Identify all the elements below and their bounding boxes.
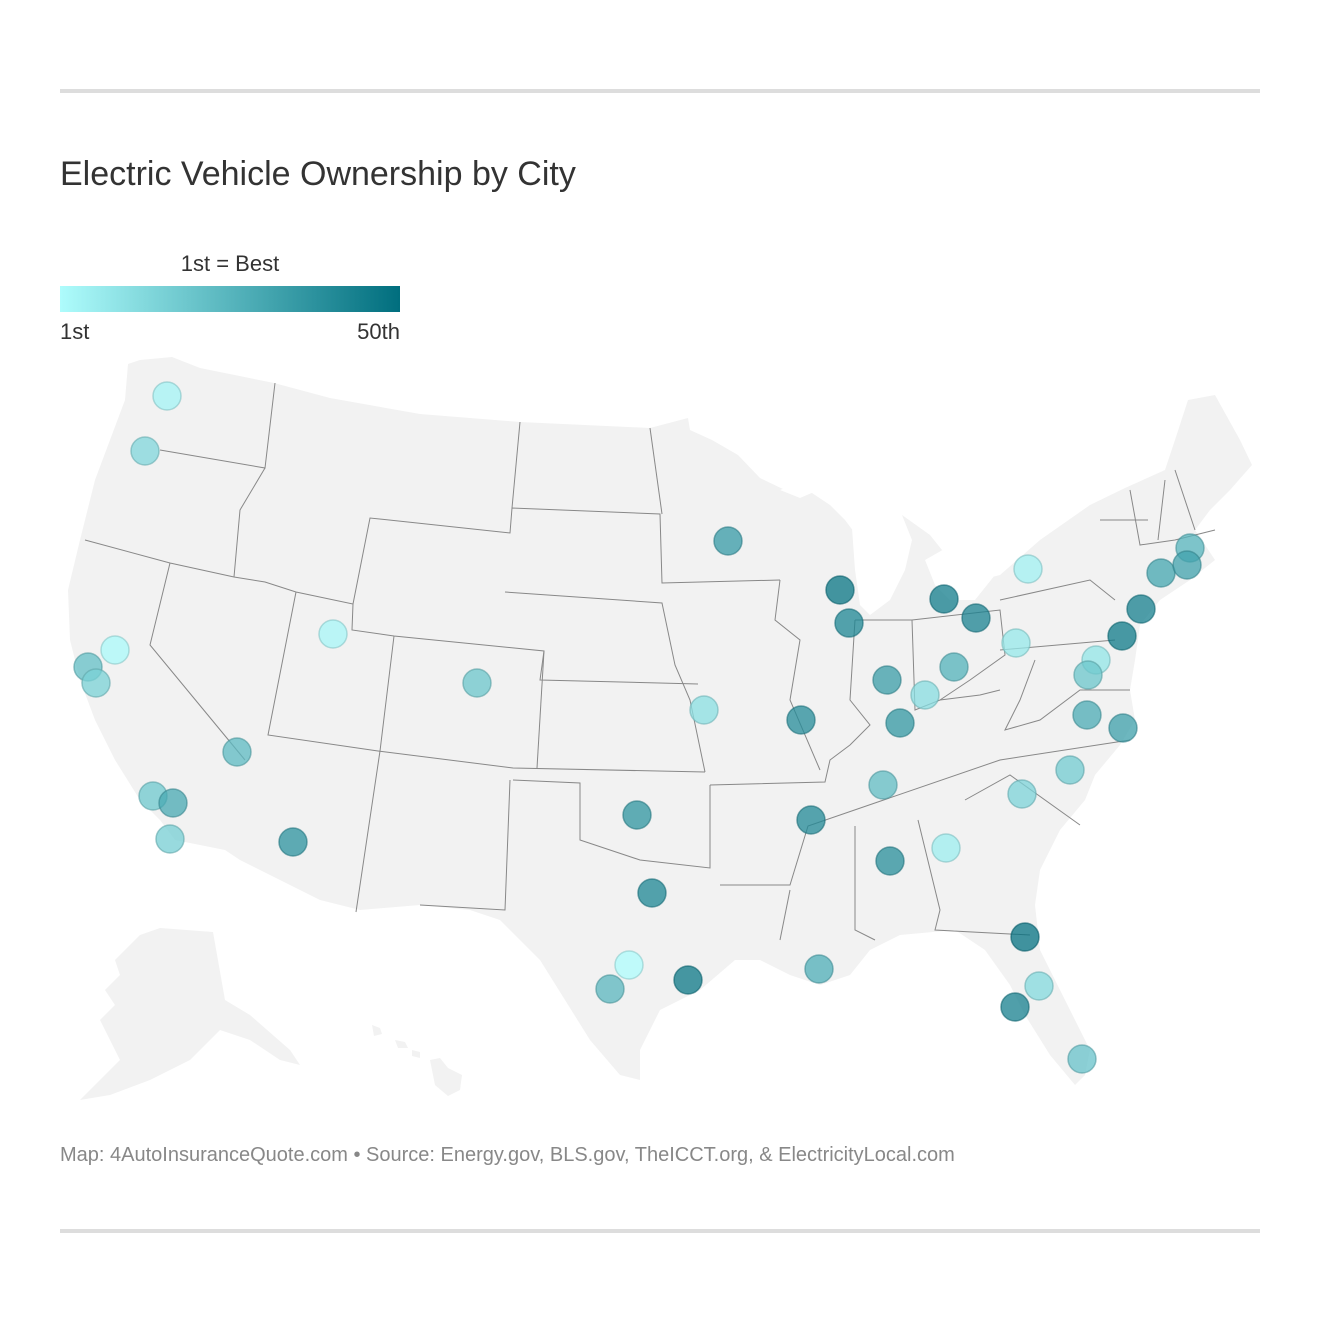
city-marker[interactable] — [689, 695, 719, 725]
city-marker[interactable] — [804, 954, 834, 984]
city-marker[interactable] — [1067, 1044, 1097, 1074]
city-marker[interactable] — [614, 950, 644, 980]
city-marker[interactable] — [786, 705, 816, 735]
city-marker[interactable] — [152, 381, 182, 411]
city-marker[interactable] — [1073, 660, 1103, 690]
city-marker[interactable] — [796, 805, 826, 835]
city-marker[interactable] — [1172, 550, 1202, 580]
color-legend: 1st = Best 1st 50th — [60, 250, 400, 345]
city-marker[interactable] — [1013, 554, 1043, 584]
land-shapes — [68, 357, 1252, 1100]
legend-max-label: 50th — [357, 319, 400, 344]
city-marker[interactable] — [155, 824, 185, 854]
city-marker[interactable] — [825, 575, 855, 605]
city-marker[interactable] — [673, 965, 703, 995]
city-marker[interactable] — [637, 878, 667, 908]
city-marker[interactable] — [100, 635, 130, 665]
city-marker[interactable] — [868, 770, 898, 800]
state-borders — [84, 382, 1216, 941]
city-marker[interactable] — [278, 827, 308, 857]
city-marker[interactable] — [622, 800, 652, 830]
city-marker[interactable] — [713, 526, 743, 556]
city-marker[interactable] — [1107, 621, 1137, 651]
city-marker[interactable] — [1007, 779, 1037, 809]
city-markers — [73, 381, 1205, 1074]
city-marker[interactable] — [1126, 594, 1156, 624]
city-marker[interactable] — [1072, 700, 1102, 730]
city-marker[interactable] — [961, 603, 991, 633]
city-marker[interactable] — [1146, 558, 1176, 588]
city-marker[interactable] — [81, 668, 111, 698]
great-lakes — [780, 465, 1010, 615]
legend-gradient-bar — [60, 286, 400, 312]
city-marker[interactable] — [318, 619, 348, 649]
legend-min-label: 1st — [60, 319, 90, 344]
city-marker[interactable] — [910, 680, 940, 710]
city-marker[interactable] — [222, 737, 252, 767]
city-marker[interactable] — [595, 974, 625, 1004]
legend-title: 1st = Best — [180, 251, 280, 276]
city-marker[interactable] — [158, 788, 188, 818]
city-marker[interactable] — [1108, 713, 1138, 743]
city-marker[interactable] — [1000, 992, 1030, 1022]
city-marker[interactable] — [929, 584, 959, 614]
bottom-divider — [60, 1229, 1260, 1233]
us-map — [68, 357, 1252, 1100]
city-marker[interactable] — [939, 652, 969, 682]
city-marker[interactable] — [834, 608, 864, 638]
city-marker[interactable] — [885, 708, 915, 738]
city-marker[interactable] — [1024, 971, 1054, 1001]
city-marker[interactable] — [1001, 628, 1031, 658]
page-title: Electric Vehicle Ownership by City — [60, 155, 576, 193]
city-marker[interactable] — [1010, 922, 1040, 952]
source-credit: Map: 4AutoInsuranceQuote.com • Source: E… — [60, 1144, 955, 1166]
city-marker[interactable] — [130, 436, 160, 466]
city-marker[interactable] — [872, 665, 902, 695]
top-divider — [60, 89, 1260, 93]
city-marker[interactable] — [875, 846, 905, 876]
city-marker[interactable] — [1055, 755, 1085, 785]
city-marker[interactable] — [931, 833, 961, 863]
city-marker[interactable] — [462, 668, 492, 698]
